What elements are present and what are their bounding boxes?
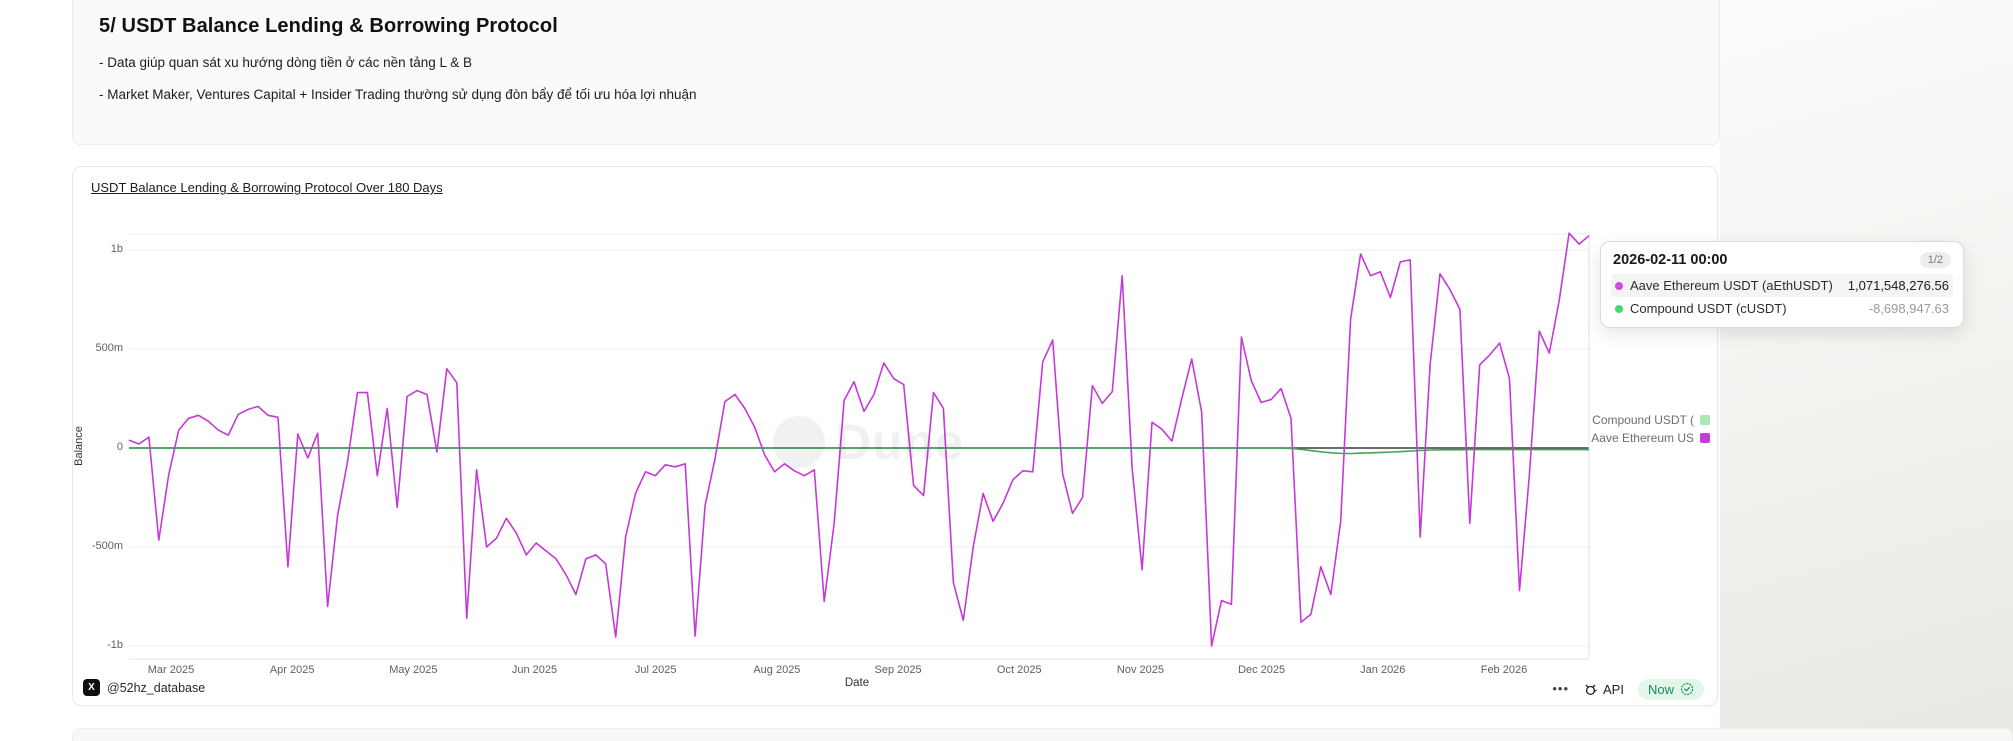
header-bullet-1: - Data giúp quan sát xu hướng dòng tiền … xyxy=(99,55,472,70)
series-dot-icon xyxy=(1615,304,1623,313)
api-button[interactable]: API xyxy=(1583,682,1624,697)
series-line-aave xyxy=(128,232,1590,647)
legend-swatch xyxy=(1700,433,1710,443)
x-tick-label: Dec 2025 xyxy=(1238,664,1286,676)
tooltip-date: 2026-02-11 00:00 xyxy=(1613,252,1728,268)
legend: Compound USDT ( Aave Ethereum US xyxy=(1591,413,1710,445)
chart-card-footer: X @52hz_database ••• API Now xyxy=(73,677,1717,705)
now-refresh-button[interactable]: Now xyxy=(1637,678,1704,700)
y-tick-label: 500m xyxy=(95,342,123,354)
x-tick-label: Jul 2025 xyxy=(634,664,677,676)
chart-tooltip: 2026-02-11 00:00 1/2 Aave Ethereum USDT … xyxy=(1600,241,1964,328)
series-dot-icon xyxy=(1615,281,1623,290)
page-title: 5/ USDT Balance Lending & Borrowing Prot… xyxy=(99,15,558,37)
header-card: 5/ USDT Balance Lending & Borrowing Prot… xyxy=(72,0,1720,145)
now-label: Now xyxy=(1647,681,1674,697)
legend-label: Aave Ethereum US xyxy=(1591,431,1694,445)
page-background-gradient xyxy=(1720,0,2013,741)
x-tick-label: Mar 2025 xyxy=(147,664,195,676)
x-tick-label: Sep 2025 xyxy=(874,664,922,676)
x-tick-label: Nov 2025 xyxy=(1116,664,1164,676)
x-tick-label: Jun 2025 xyxy=(511,664,558,676)
tooltip-row: Aave Ethereum USDT (aEthUSDT) 1,071,548,2… xyxy=(1611,274,1953,297)
legend-item[interactable]: Compound USDT ( xyxy=(1592,413,1710,427)
tooltip-series-value: -8,698,947.63 xyxy=(1868,301,1949,316)
y-tick-label: 0 xyxy=(116,441,123,453)
chart-controls: ••• API Now xyxy=(1552,677,1704,701)
x-tick-label: Apr 2025 xyxy=(269,664,315,676)
x-tick-label: Aug 2025 xyxy=(753,664,801,676)
x-axis-label: Date xyxy=(844,677,870,689)
attribution: X @52hz_database xyxy=(83,679,205,696)
next-section-edge xyxy=(72,728,2013,741)
y-tick-label: 1b xyxy=(110,243,123,255)
tooltip-rows: Aave Ethereum USDT (aEthUSDT) 1,071,548,2… xyxy=(1611,274,1953,320)
legend-label: Compound USDT ( xyxy=(1592,413,1694,427)
tooltip-series-label: Compound USDT (cUSDT) xyxy=(1630,301,1787,316)
tooltip-series-label: Aave Ethereum USDT (aEthUSDT) xyxy=(1630,278,1833,293)
chart-title-link[interactable]: USDT Balance Lending & Borrowing Protoco… xyxy=(91,180,443,195)
series-line-compound xyxy=(129,447,1590,455)
header-bullet-2: - Market Maker, Ventures Capital + Insid… xyxy=(99,87,697,102)
legend-swatch xyxy=(1700,415,1710,425)
tooltip-series-value: 1,071,548,276.56 xyxy=(1847,278,1949,293)
x-twitter-icon: X xyxy=(83,679,100,696)
x-tick-label: May 2025 xyxy=(389,664,438,676)
chart-card: USDT Balance Lending & Borrowing Protoco… xyxy=(72,166,1718,706)
x-tick-label: Feb 2026 xyxy=(1480,664,1528,676)
more-options-button[interactable]: ••• xyxy=(1552,681,1570,696)
api-button-label: API xyxy=(1603,681,1624,697)
attribution-handle: @52hz_database xyxy=(107,680,206,695)
check-circle-icon xyxy=(1680,682,1694,696)
x-tick-label: Jan 2026 xyxy=(1360,664,1406,676)
y-tick-label: -1b xyxy=(107,639,123,651)
legend-item[interactable]: Aave Ethereum US xyxy=(1591,431,1710,445)
plug-icon xyxy=(1585,684,1597,695)
tooltip-page-badge: 1/2 xyxy=(1919,252,1951,268)
x-tick-label: Oct 2025 xyxy=(996,664,1042,676)
chart-plot[interactable] xyxy=(73,167,1719,707)
tooltip-row: Compound USDT (cUSDT) -8,698,947.63 xyxy=(1611,297,1953,320)
tooltip-header: 2026-02-11 00:00 1/2 xyxy=(1611,250,1953,274)
y-tick-label: -500m xyxy=(91,540,123,552)
